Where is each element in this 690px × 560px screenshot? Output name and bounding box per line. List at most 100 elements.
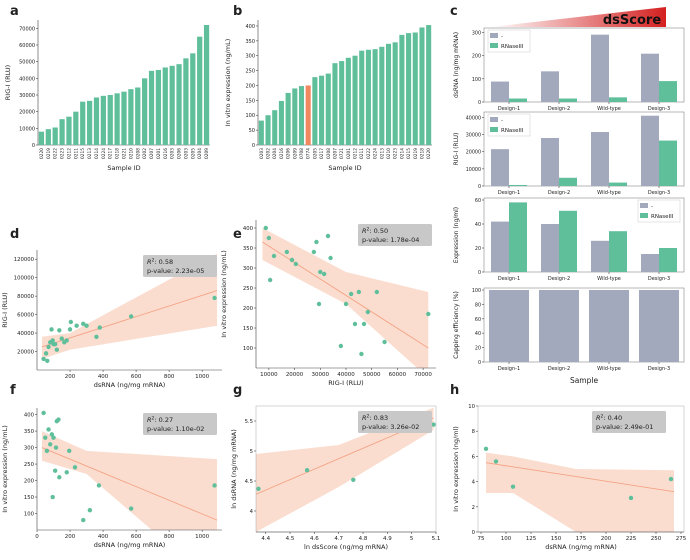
bar xyxy=(399,34,405,145)
x-tick-label: 0219 xyxy=(413,148,419,159)
y-tick-label: 400 xyxy=(243,226,254,232)
plot-area xyxy=(262,225,431,368)
data-point xyxy=(256,486,261,491)
data-point xyxy=(68,319,74,325)
data-point xyxy=(43,435,48,440)
pvalue-value: 2.23e-05 xyxy=(175,267,204,275)
y-tick-label: 150 xyxy=(243,326,254,332)
data-point xyxy=(81,517,86,523)
bar xyxy=(278,100,284,145)
r2-colon: : xyxy=(154,416,158,424)
bar xyxy=(509,202,527,272)
r2-value: 0.50 xyxy=(374,227,388,235)
data-point xyxy=(41,356,46,362)
bar xyxy=(292,88,298,145)
subplot-frame xyxy=(483,287,685,363)
x-tick-label: 400 xyxy=(98,534,109,540)
x-tick-label: 0202 xyxy=(142,148,148,159)
y-tick-label: 40000 xyxy=(17,331,34,337)
bar xyxy=(539,290,579,362)
pvalue-value: 1.10e-02 xyxy=(175,425,204,433)
x-tick-label: 0209 xyxy=(292,148,298,159)
x-tick-label: Wild-type xyxy=(597,190,621,196)
y-tick-label: 10000 xyxy=(466,167,481,173)
x-tick-label: 0216 xyxy=(279,148,285,159)
bar xyxy=(379,46,385,145)
plot-area xyxy=(41,253,218,363)
y-tick-label: 20000 xyxy=(19,110,35,116)
x-tick-label: 0214 xyxy=(399,148,405,159)
y-tick-label: 300 xyxy=(245,54,255,60)
legend-swatch xyxy=(490,33,498,38)
bar xyxy=(365,49,371,146)
x-tick-label: 4.5 xyxy=(286,536,295,542)
y-tick-label: 50 xyxy=(249,128,255,134)
data-point xyxy=(46,344,51,350)
bar xyxy=(491,221,509,272)
bar xyxy=(345,57,351,145)
panel-h: 0 2 4 6 8 10 75 100 125 150 175 200 225 250 275 dsRNA (… xyxy=(452,404,687,551)
legend-swatch xyxy=(490,127,498,132)
y-tick-label: 40 xyxy=(475,222,481,228)
panel-letter: h xyxy=(450,383,459,398)
x-tick-label: Design-3 xyxy=(648,276,670,282)
bar xyxy=(419,27,425,145)
y-tick-label: 200 xyxy=(472,54,481,60)
legend: - RNaseIII xyxy=(487,113,531,137)
y-tick-label: 70000 xyxy=(19,26,35,32)
data-point xyxy=(81,321,86,327)
y-tick-label: 0 xyxy=(32,143,35,149)
data-point xyxy=(44,448,50,454)
dsscore-ramp xyxy=(490,7,666,27)
x-tick-label: 0219 xyxy=(46,148,52,159)
data-point xyxy=(266,235,272,241)
y-tick-label: 200 xyxy=(24,479,35,485)
pvalue-value: 2.49e-01 xyxy=(624,423,653,431)
data-point xyxy=(64,470,69,475)
x-tick-label: 225 xyxy=(626,536,637,542)
data-point xyxy=(43,351,49,356)
data-point xyxy=(316,301,322,307)
r2-superscript: 2 xyxy=(152,258,155,264)
x-axis-label: RIG-I (RLU) xyxy=(328,379,363,387)
y-tick-label: 8 xyxy=(472,429,476,435)
x-tick-label: 800 xyxy=(164,374,175,380)
r2-line: R2: 0.40 xyxy=(596,414,622,423)
x-tick-label: 0201 xyxy=(156,148,162,159)
data-point xyxy=(67,327,73,332)
pvalue-value: 3.26e-02 xyxy=(390,423,419,431)
y-tick-label: 300 xyxy=(243,266,254,272)
data-point xyxy=(50,494,55,500)
bar xyxy=(541,138,559,186)
bar xyxy=(45,129,51,145)
x-tick-label: Design-1 xyxy=(498,366,520,372)
bar xyxy=(135,87,141,145)
data-point xyxy=(343,301,349,307)
regression-line xyxy=(41,447,218,521)
x-tick-label: 0203 xyxy=(183,148,189,159)
subplot-1: 0 100 200 300 dsRNA (ng/mg mRNA) - RNaseIII Des… xyxy=(453,27,685,112)
bar xyxy=(609,97,627,102)
x-tick-label: 0202 xyxy=(266,148,272,159)
bar xyxy=(659,140,677,186)
r2-line: R2: 0.83 xyxy=(362,414,388,423)
legend: - RNaseIII xyxy=(487,29,531,53)
x-tick-label: Design-1 xyxy=(498,106,520,112)
x-tick-label: 150 xyxy=(551,536,562,542)
bar xyxy=(66,116,72,145)
panel-d: 20000 40000 60000 80000 100000 120000 200 400 60… xyxy=(1,250,222,389)
subplot-frame xyxy=(483,197,685,273)
x-tick-label: 0215 xyxy=(406,148,412,159)
data-point xyxy=(57,328,62,333)
data-point xyxy=(97,325,102,330)
x-tick-label: 0210 xyxy=(128,148,134,159)
bar xyxy=(659,81,677,102)
stats-background xyxy=(143,255,217,277)
x-tick-label: Design-2 xyxy=(548,106,570,112)
data-point xyxy=(56,417,61,422)
bar xyxy=(491,81,509,102)
x-tick-label: 0205 xyxy=(190,148,196,159)
bar xyxy=(183,58,189,146)
panel-letter: g xyxy=(233,383,242,398)
